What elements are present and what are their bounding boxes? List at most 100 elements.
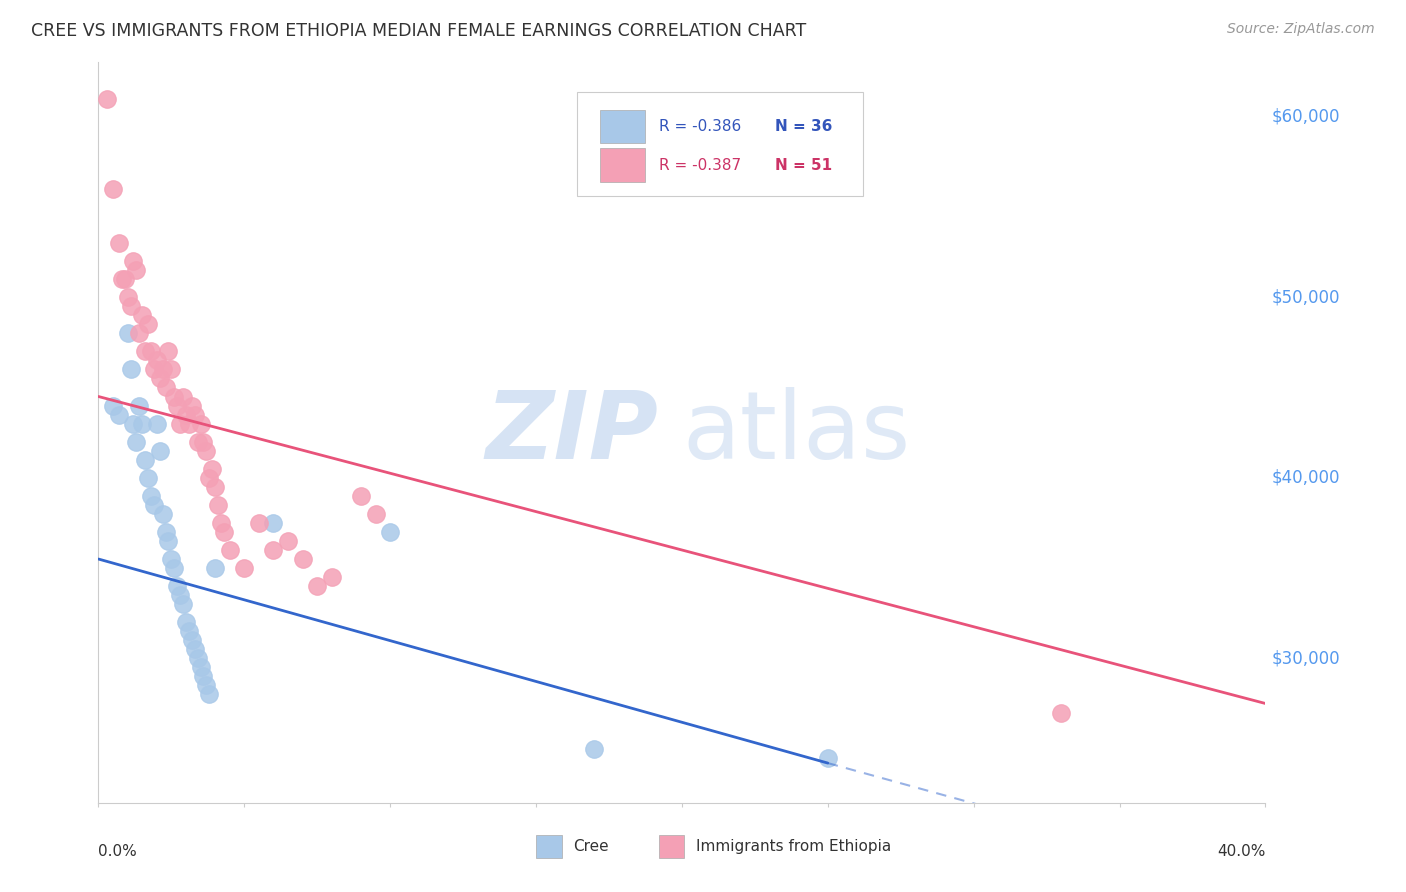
Text: $50,000: $50,000 xyxy=(1271,288,1340,306)
Y-axis label: Median Female Earnings: Median Female Earnings xyxy=(0,339,7,526)
Point xyxy=(155,380,177,394)
Point xyxy=(125,434,148,449)
Point xyxy=(198,471,221,485)
Point xyxy=(149,443,172,458)
Point xyxy=(125,263,148,277)
Point xyxy=(134,344,156,359)
Point xyxy=(307,579,329,593)
Point xyxy=(169,588,191,602)
Point xyxy=(247,516,270,530)
Point xyxy=(204,561,226,575)
Point xyxy=(122,254,145,268)
Text: $60,000: $60,000 xyxy=(1271,108,1340,126)
Point xyxy=(163,390,186,404)
Point xyxy=(209,516,232,530)
Point xyxy=(149,371,172,385)
Point xyxy=(277,533,299,548)
Text: R = -0.387: R = -0.387 xyxy=(658,158,741,172)
Point xyxy=(160,362,183,376)
Bar xyxy=(658,836,685,857)
Point xyxy=(139,344,162,359)
Point xyxy=(193,434,215,449)
Bar xyxy=(600,148,644,182)
Point xyxy=(172,390,194,404)
Point xyxy=(177,624,200,639)
Text: Source: ZipAtlas.com: Source: ZipAtlas.com xyxy=(1227,22,1375,37)
Point xyxy=(166,579,188,593)
Point xyxy=(380,524,402,539)
Point xyxy=(131,417,153,431)
Point xyxy=(160,552,183,566)
Point xyxy=(262,516,284,530)
Text: CREE VS IMMIGRANTS FROM ETHIOPIA MEDIAN FEMALE EARNINGS CORRELATION CHART: CREE VS IMMIGRANTS FROM ETHIOPIA MEDIAN … xyxy=(31,22,806,40)
Text: Cree: Cree xyxy=(574,839,609,854)
Point xyxy=(169,417,191,431)
Point xyxy=(96,91,118,105)
Point xyxy=(157,533,180,548)
Point xyxy=(134,452,156,467)
Bar xyxy=(600,110,644,144)
Point xyxy=(172,597,194,611)
Point xyxy=(139,489,162,503)
Point xyxy=(142,362,165,376)
Point xyxy=(180,633,202,648)
Point xyxy=(120,362,142,376)
Point xyxy=(157,344,180,359)
Point xyxy=(204,480,226,494)
Point xyxy=(193,669,215,683)
Point xyxy=(155,524,177,539)
Point xyxy=(136,471,159,485)
Point xyxy=(128,399,150,413)
Point xyxy=(177,417,200,431)
Point xyxy=(364,507,387,521)
Text: $30,000: $30,000 xyxy=(1271,649,1340,667)
Point xyxy=(142,498,165,512)
Point xyxy=(1050,706,1073,720)
Point xyxy=(136,318,159,332)
Point xyxy=(114,272,136,286)
Point xyxy=(817,750,839,764)
Point xyxy=(117,290,139,304)
Bar xyxy=(536,836,562,857)
Point xyxy=(262,543,284,558)
Point xyxy=(195,678,218,692)
Point xyxy=(108,235,131,250)
Point xyxy=(131,308,153,322)
Point xyxy=(120,299,142,313)
Point xyxy=(163,561,186,575)
Point xyxy=(212,524,235,539)
Text: atlas: atlas xyxy=(682,386,910,479)
Point xyxy=(190,417,212,431)
Point xyxy=(198,688,221,702)
Point xyxy=(218,543,240,558)
Point xyxy=(187,434,209,449)
Point xyxy=(207,498,229,512)
Point xyxy=(117,326,139,341)
Point xyxy=(111,272,134,286)
Point xyxy=(101,399,124,413)
Point xyxy=(183,642,205,657)
Point xyxy=(187,651,209,665)
Point xyxy=(183,408,205,422)
Point xyxy=(128,326,150,341)
Point xyxy=(108,408,131,422)
Point xyxy=(152,362,174,376)
Point xyxy=(122,417,145,431)
Text: N = 36: N = 36 xyxy=(775,119,832,134)
Point xyxy=(174,408,197,422)
Point xyxy=(174,615,197,630)
Point xyxy=(583,741,606,756)
Text: 40.0%: 40.0% xyxy=(1218,844,1265,858)
Point xyxy=(146,353,169,368)
Point xyxy=(146,417,169,431)
Point xyxy=(152,507,174,521)
Point xyxy=(350,489,373,503)
Point xyxy=(101,182,124,196)
Point xyxy=(190,660,212,674)
Text: $40,000: $40,000 xyxy=(1271,469,1340,487)
Point xyxy=(166,399,188,413)
Point xyxy=(201,461,224,475)
Point xyxy=(195,443,218,458)
Text: 0.0%: 0.0% xyxy=(98,844,138,858)
Point xyxy=(321,570,343,584)
